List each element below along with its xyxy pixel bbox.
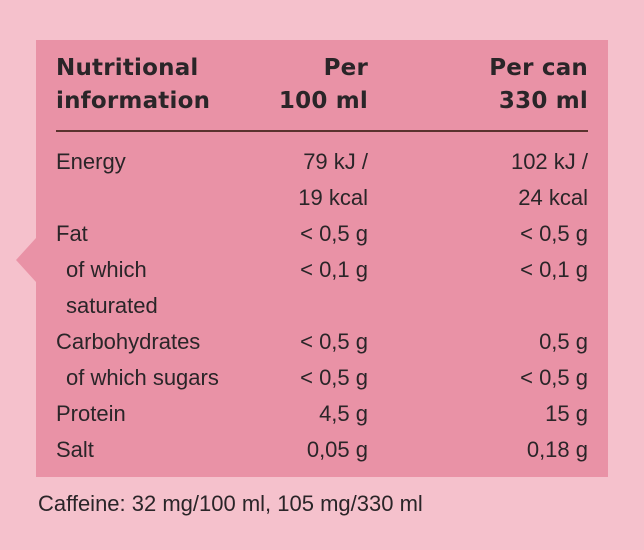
value-per-100ml: 4,5 g bbox=[319, 401, 368, 426]
value-per-can: 0,5 g bbox=[539, 329, 588, 354]
value-per-can: 15 g bbox=[545, 401, 588, 426]
table-row-saturated-fat: of which saturated < 0,1 g < 0,1 g bbox=[56, 252, 588, 324]
table-row-fat: Fat < 0,5 g < 0,5 g bbox=[56, 216, 588, 252]
caffeine-note: Caffeine: 32 mg/100 ml, 105 mg/330 ml bbox=[38, 491, 423, 516]
value-per-100ml: 79 kJ / 19 kcal bbox=[298, 149, 368, 210]
value-per-can: 0,18 g bbox=[526, 437, 588, 462]
table-row-sugars: of which sugars < 0,5 g < 0,5 g bbox=[56, 360, 588, 396]
value-per-100ml: < 0,5 g bbox=[300, 221, 368, 246]
row-label: Protein bbox=[56, 401, 126, 426]
table-row-energy: Energy 79 kJ / 19 kcal 102 kJ / 24 kcal bbox=[56, 144, 588, 216]
table-row-protein: Protein 4,5 g 15 g bbox=[56, 396, 588, 432]
header-per-100ml: Per 100 ml bbox=[278, 55, 368, 114]
value-per-can: 102 kJ / 24 kcal bbox=[510, 149, 588, 210]
value-per-can: < 0,1 g bbox=[520, 257, 588, 282]
table-row-carbohydrates: Carbohydrates < 0,5 g 0,5 g bbox=[56, 324, 588, 360]
row-label: Salt bbox=[56, 437, 94, 462]
value-per-100ml: < 0,1 g bbox=[300, 257, 368, 282]
row-label: Carbohydrates bbox=[56, 329, 201, 354]
row-label: Fat bbox=[56, 221, 88, 246]
speech-bubble-tail bbox=[16, 238, 36, 282]
table-header: Nutritional information Per 100 ml Per c… bbox=[56, 52, 588, 118]
value-per-can: < 0,5 g bbox=[520, 365, 588, 390]
nutrition-table-body: Energy 79 kJ / 19 kcal 102 kJ / 24 kcal … bbox=[56, 144, 588, 468]
row-label: Energy bbox=[56, 149, 126, 174]
table-row-salt: Salt 0,05 g 0,18 g bbox=[56, 432, 588, 468]
header-per-can-330ml: Per can 330 ml bbox=[489, 55, 588, 114]
header-nutritional-information: Nutritional information bbox=[56, 55, 211, 114]
row-label: of which saturated bbox=[66, 257, 158, 318]
row-label: of which sugars bbox=[66, 365, 219, 390]
value-per-100ml: 0,05 g bbox=[306, 437, 368, 462]
value-per-can: < 0,5 g bbox=[520, 221, 588, 246]
nutrition-card: Nutritional information Per 100 ml Per c… bbox=[16, 40, 608, 477]
header-separator-line bbox=[56, 130, 588, 132]
value-per-100ml: < 0,5 g bbox=[300, 365, 368, 390]
value-per-100ml: < 0,5 g bbox=[300, 329, 368, 354]
